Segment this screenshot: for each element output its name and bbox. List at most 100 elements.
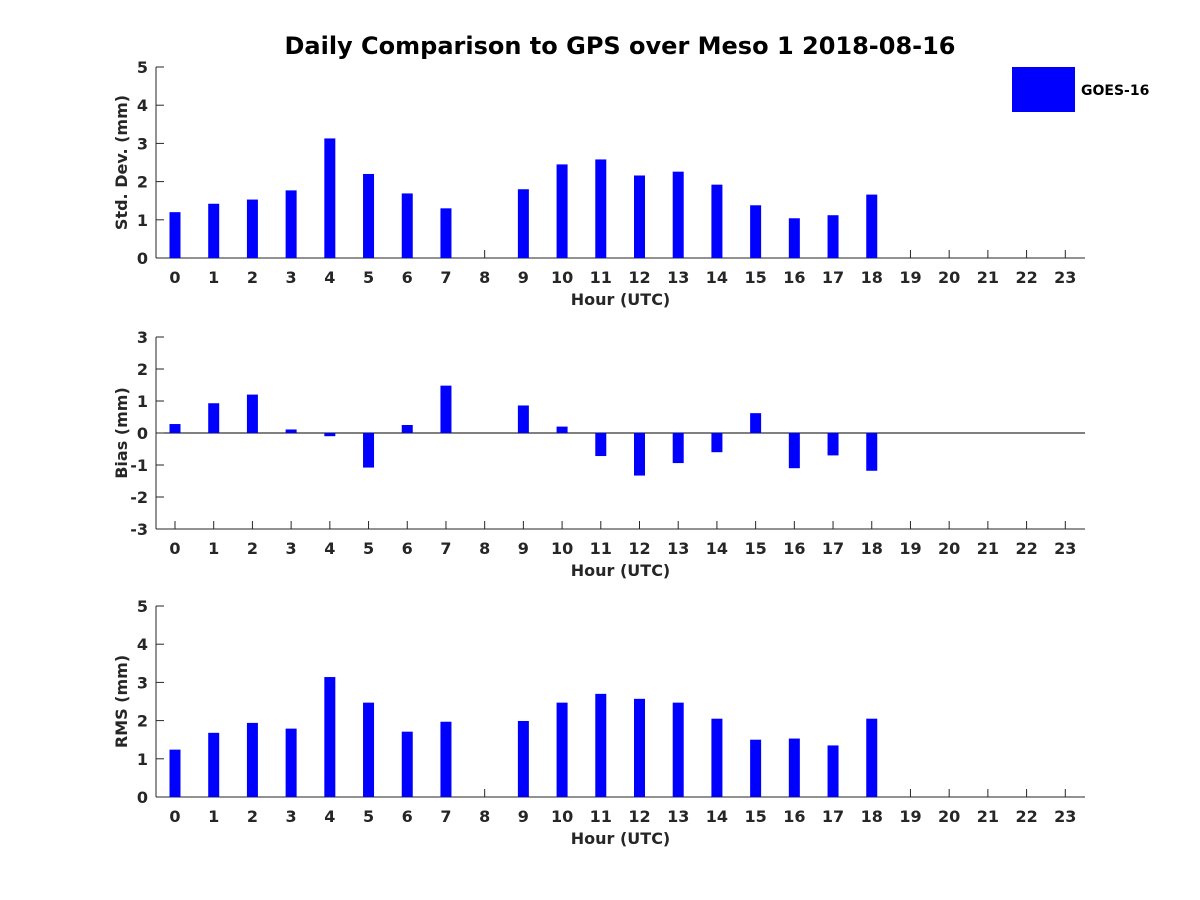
- bar-bias-hour-16: [788, 433, 800, 469]
- y-tick-label: -3: [130, 520, 148, 539]
- bar-rms-hour-5: [363, 702, 375, 797]
- x-tick-label: 16: [783, 807, 805, 826]
- legend: GOES-16: [1012, 67, 1149, 112]
- y-tick-label: 5: [137, 58, 148, 77]
- bar-rms-hour-17: [827, 745, 839, 797]
- x-tick-label: 14: [706, 539, 728, 558]
- y-tick-label: 3: [137, 673, 148, 692]
- x-tick-label: 2: [247, 539, 258, 558]
- x-axis-label: Hour (UTC): [571, 561, 671, 580]
- x-tick-label: 3: [286, 539, 297, 558]
- y-tick-label: 0: [137, 788, 148, 807]
- x-tick-label: 7: [440, 268, 451, 287]
- bar-bias-hour-2: [246, 394, 258, 433]
- bar-rms-hour-0: [169, 749, 181, 797]
- x-tick-label: 0: [169, 807, 180, 826]
- x-tick-label: 2: [247, 268, 258, 287]
- x-tick-label: 4: [324, 268, 335, 287]
- bar-rms-hour-7: [440, 721, 452, 797]
- x-tick-label: 19: [899, 807, 921, 826]
- x-tick-label: 18: [861, 539, 883, 558]
- y-tick-label: 0: [137, 249, 148, 268]
- x-axis-label: Hour (UTC): [571, 829, 671, 848]
- x-tick-label: 4: [324, 539, 335, 558]
- y-tick-label: 4: [137, 635, 148, 654]
- x-tick-label: 18: [861, 268, 883, 287]
- x-tick-label: 3: [286, 268, 297, 287]
- bar-bias-hour-6: [401, 425, 413, 433]
- x-tick-label: 9: [518, 539, 529, 558]
- x-tick-label: 11: [590, 539, 612, 558]
- x-tick-label: 11: [590, 268, 612, 287]
- x-tick-label: 9: [518, 268, 529, 287]
- y-tick-label: 1: [137, 392, 148, 411]
- x-tick-label: 16: [783, 268, 805, 287]
- bar-bias-hour-17: [827, 433, 839, 456]
- bar-rms-hour-2: [246, 722, 258, 797]
- x-tick-label: 22: [1015, 807, 1037, 826]
- x-tick-label: 0: [169, 539, 180, 558]
- bar-stddev-hour-6: [401, 193, 413, 258]
- bar-rms-hour-16: [788, 738, 800, 797]
- bar-bias-hour-4: [324, 433, 336, 437]
- x-tick-label: 8: [479, 807, 490, 826]
- bar-stddev-hour-13: [672, 171, 684, 258]
- x-tick-label: 8: [479, 539, 490, 558]
- x-tick-label: 17: [822, 539, 844, 558]
- bar-bias-hour-18: [866, 433, 878, 471]
- bar-stddev-hour-3: [285, 190, 297, 258]
- x-tick-label: 19: [899, 268, 921, 287]
- x-tick-label: 22: [1015, 539, 1037, 558]
- x-tick-label: 11: [590, 807, 612, 826]
- bar-stddev-hour-14: [711, 184, 723, 258]
- x-tick-label: 14: [706, 807, 728, 826]
- bar-bias-hour-9: [517, 405, 529, 433]
- x-tick-label: 1: [208, 268, 219, 287]
- x-tick-label: 18: [861, 807, 883, 826]
- x-tick-label: 7: [440, 539, 451, 558]
- bar-bias-hour-3: [285, 429, 297, 433]
- x-tick-label: 16: [783, 539, 805, 558]
- x-tick-label: 1: [208, 807, 219, 826]
- x-tick-label: 22: [1015, 268, 1037, 287]
- x-tick-label: 14: [706, 268, 728, 287]
- bar-stddev-hour-9: [517, 189, 529, 258]
- bar-bias-hour-7: [440, 385, 452, 433]
- y-tick-label: 3: [137, 134, 148, 153]
- bar-rms-hour-15: [750, 739, 762, 797]
- bar-bias-hour-12: [634, 433, 645, 476]
- bar-rms-hour-3: [285, 728, 297, 797]
- x-tick-label: 10: [551, 807, 573, 826]
- bar-stddev-hour-15: [750, 205, 762, 258]
- x-tick-label: 13: [667, 268, 689, 287]
- x-tick-label: 5: [363, 807, 374, 826]
- x-tick-label: 3: [286, 807, 297, 826]
- y-tick-label: 0: [137, 424, 148, 443]
- x-tick-label: 20: [938, 268, 960, 287]
- bar-bias-hour-5: [363, 433, 375, 468]
- bar-stddev-hour-0: [169, 212, 181, 258]
- bar-stddev-hour-5: [363, 173, 375, 258]
- y-axis-label: RMS (mm): [112, 655, 131, 748]
- x-tick-label: 12: [628, 539, 650, 558]
- bar-bias-hour-10: [556, 426, 568, 433]
- x-tick-label: 12: [628, 268, 650, 287]
- x-tick-label: 7: [440, 807, 451, 826]
- x-tick-label: 21: [977, 539, 999, 558]
- x-tick-label: 5: [363, 539, 374, 558]
- x-tick-label: 17: [822, 807, 844, 826]
- y-tick-label: -1: [130, 456, 148, 475]
- legend-swatch: [1012, 67, 1075, 112]
- bar-rms-hour-9: [517, 720, 529, 797]
- x-tick-label: 6: [402, 807, 413, 826]
- x-tick-label: 6: [402, 539, 413, 558]
- y-tick-label: 5: [137, 597, 148, 616]
- x-tick-label: 20: [938, 807, 960, 826]
- x-tick-label: 15: [744, 268, 766, 287]
- y-axis-label: Bias (mm): [112, 387, 131, 479]
- bar-stddev-hour-10: [556, 164, 568, 258]
